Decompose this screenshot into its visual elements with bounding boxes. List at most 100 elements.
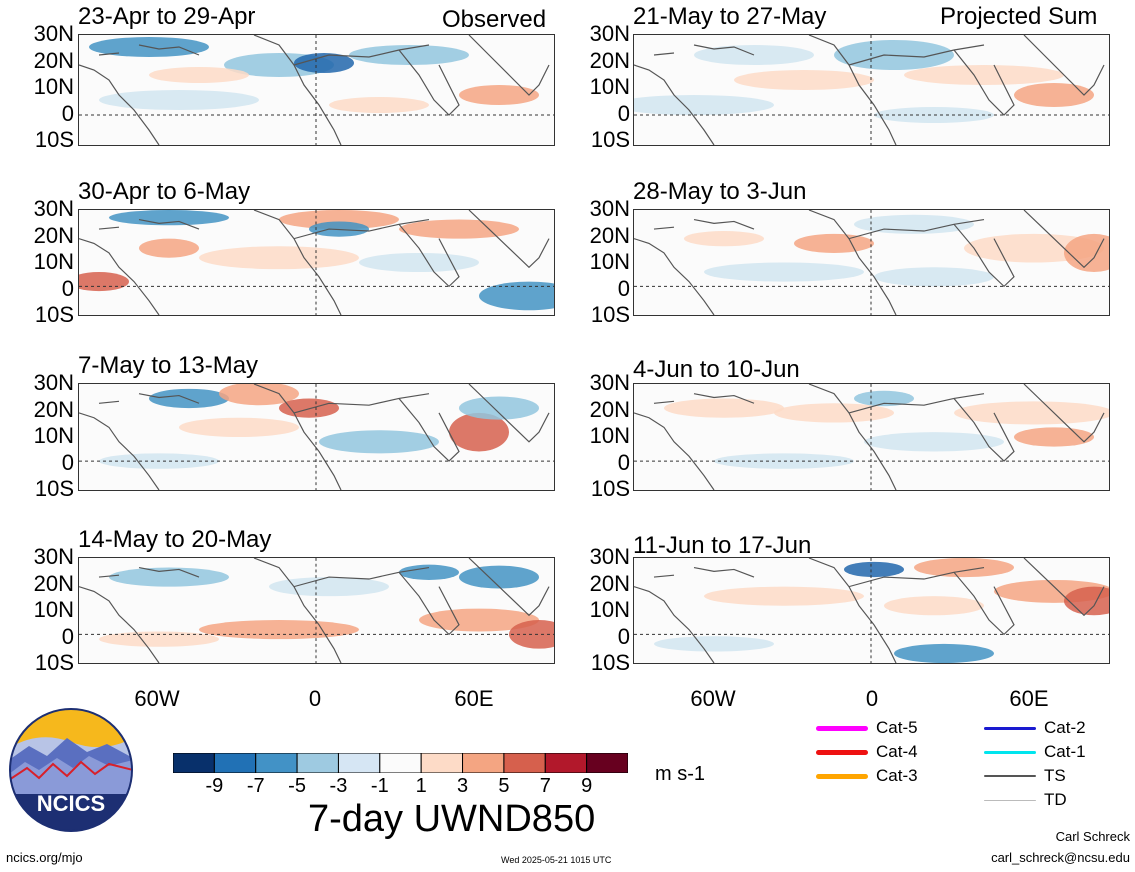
colorbar-tick-label: 5 (498, 775, 510, 797)
wind-anomaly-region (864, 432, 1004, 452)
lat-label: 0 (617, 623, 630, 649)
colorbar-tick-label: -7 (246, 775, 265, 797)
colorbar-swatch (337, 752, 381, 774)
coastline (468, 210, 550, 269)
coastline (848, 44, 985, 66)
lat-label: 0 (617, 275, 630, 301)
coastline (398, 398, 460, 462)
coastline (79, 238, 160, 315)
coastline (848, 393, 985, 414)
logo-text: NCICS (37, 791, 105, 816)
wind-anomaly-region (734, 70, 874, 90)
coastline (79, 412, 160, 490)
colorbar-swatch (503, 752, 546, 774)
lon-label: 0 (865, 686, 879, 711)
lat-label: 20N (33, 396, 74, 422)
coastline (293, 566, 430, 588)
colorbar-swatch (213, 752, 257, 774)
projected-map-3 (633, 383, 1110, 491)
projected-label: Projected Sum (940, 3, 1098, 30)
wind-anomaly-region (1064, 586, 1109, 616)
footer-url[interactable]: ncics.org/mjo (6, 850, 83, 865)
wind-anomaly-region (99, 90, 259, 110)
lat-label: 20N (33, 222, 74, 248)
legend-label: Cat-4 (876, 742, 918, 761)
lat-label: 30N (589, 196, 630, 221)
observed-map-2 (78, 209, 555, 316)
projected-panel-title: 11-Jun to 17-Jun (633, 532, 812, 559)
lat-label: 20N (589, 222, 630, 248)
lat-label: 30N (33, 370, 74, 395)
legend-swatch (984, 775, 1036, 777)
lat-label: 0 (617, 449, 630, 475)
legend-swatch (984, 750, 1036, 754)
coastline (98, 44, 200, 56)
projected-map-4 (633, 557, 1110, 664)
wind-anomaly-region (664, 398, 784, 418)
coastline (1023, 210, 1105, 269)
wind-anomaly-region (179, 417, 299, 437)
lat-label: 10N (589, 74, 630, 99)
lat-label: 10S (34, 650, 74, 675)
colorbar-swatch (255, 752, 298, 774)
lat-label: 10N (33, 249, 74, 274)
colorbar-tick-label: 3 (456, 775, 469, 797)
lat-label: 0 (61, 623, 74, 649)
lat-label: 20N (33, 570, 74, 596)
wind-anomaly-region (109, 567, 229, 587)
colorbar-tick-label: -1 (370, 775, 389, 797)
wind-anomaly-region (399, 564, 459, 580)
coastline (98, 566, 200, 578)
legend-cat2: Cat-2 (984, 718, 1086, 738)
lat-label: 10N (589, 249, 630, 274)
lat-label: 0 (617, 100, 630, 126)
wind-anomaly-region (954, 401, 1109, 425)
coastline (808, 558, 897, 663)
lon-label: 60W (134, 686, 180, 711)
colorbar-swatch (420, 752, 464, 774)
ncics-logo: NCICS (9, 708, 133, 832)
wind-anomaly-region (914, 558, 1014, 578)
coastline (953, 223, 1015, 288)
colorbar (172, 752, 629, 778)
colorbar-swatch (296, 752, 339, 774)
lat-label: 0 (61, 449, 74, 475)
legend-swatch (816, 749, 868, 755)
lon-label: 0 (308, 686, 322, 711)
wind-anomaly-region (199, 246, 359, 270)
legend-label: Cat-2 (1044, 718, 1086, 737)
wind-anomaly-region (479, 281, 554, 311)
observed-panel-title: 14-May to 20-May (78, 526, 272, 553)
wind-anomaly-region (399, 219, 519, 239)
wind-anomaly-region (874, 267, 994, 287)
legend-ts: TS (984, 766, 1066, 786)
observed-panel-title: 23-Apr to 29-Apr (78, 3, 256, 30)
coastline (253, 210, 342, 315)
legend-cat5: Cat-5 (816, 718, 918, 738)
wind-anomaly-region (449, 412, 509, 452)
footer-email[interactable]: carl_schreck@ncsu.edu (991, 850, 1130, 865)
footer-author: Carl Schreck (1055, 829, 1130, 844)
projected-map-1 (633, 34, 1110, 146)
colorbar-tick-label: -5 (288, 775, 306, 797)
coastline (293, 393, 430, 414)
wind-anomaly-region (279, 398, 339, 418)
wind-anomaly-region (459, 396, 539, 420)
lat-label: 10S (590, 476, 630, 501)
coastline (653, 566, 755, 578)
wind-anomaly-region (844, 561, 904, 578)
coastline (79, 586, 160, 663)
coastline (253, 35, 342, 145)
coastline (634, 238, 715, 315)
wind-anomaly-region (219, 384, 299, 406)
colorbar-units: m s-1 (655, 763, 705, 785)
coastline (634, 586, 715, 663)
lat-label: 10N (589, 423, 630, 448)
coastline (848, 566, 985, 588)
coastline (634, 412, 715, 490)
colorbar-tick-label: 7 (539, 775, 551, 797)
projected-panel-title: 4-Jun to 10-Jun (633, 356, 800, 383)
lat-label: 30N (33, 544, 74, 569)
lat-label: 30N (589, 21, 630, 46)
wind-anomaly-region (359, 252, 479, 273)
